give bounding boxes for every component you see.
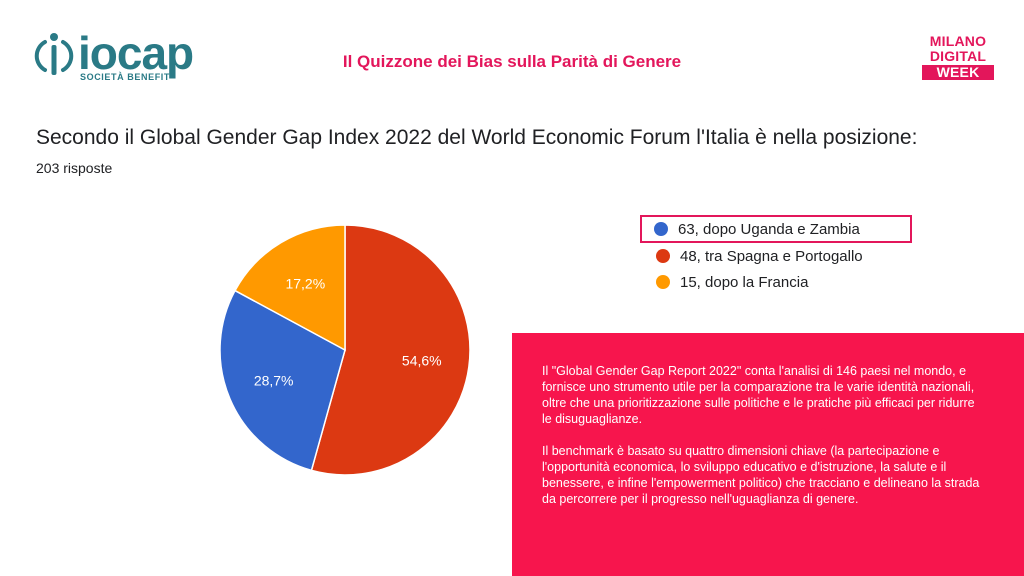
iocap-logo: iocap SOCIETÀ BENEFIT bbox=[32, 27, 194, 88]
legend-item-1: 48, tra Spagna e Portogallo bbox=[642, 243, 942, 269]
legend-dot-icon bbox=[654, 222, 668, 236]
question-title: Secondo il Global Gender Gap Index 2022 … bbox=[36, 126, 918, 149]
logo-line-week: WEEK bbox=[922, 65, 994, 80]
info-box: Il "Global Gender Gap Report 2022" conta… bbox=[512, 333, 1024, 576]
legend-dot-icon bbox=[656, 275, 670, 289]
legend-label-1: 48, tra Spagna e Portogallo bbox=[680, 247, 863, 265]
info-paragraph-1: Il "Global Gender Gap Report 2022" conta… bbox=[542, 364, 975, 426]
pie-label-2: 17,2% bbox=[285, 275, 325, 291]
chart-legend: 63, dopo Uganda e Zambia 48, tra Spagna e… bbox=[640, 215, 942, 295]
logo-line-milano: MILANO bbox=[929, 33, 987, 49]
pie-slice-2 bbox=[234, 224, 346, 352]
iocap-logo-subtitle: SOCIETÀ BENEFIT bbox=[80, 72, 171, 82]
response-count: 203 risposte bbox=[36, 160, 113, 176]
legend-label-2: 15, dopo la Francia bbox=[680, 273, 809, 291]
info-paragraph-2: Il benchmark è basato su quattro dimensi… bbox=[542, 444, 980, 506]
legend-label-0: 63, dopo Uganda e Zambia bbox=[678, 220, 860, 238]
legend-item-0: 63, dopo Uganda e Zambia bbox=[640, 215, 912, 243]
iocap-logo-mark-icon bbox=[34, 33, 74, 75]
pie-chart: 54,6% 28,7% 17,2% bbox=[219, 224, 471, 476]
iocap-logo-text: iocap bbox=[78, 27, 194, 79]
pie-label-1: 54,6% bbox=[402, 353, 442, 369]
milano-digital-week-logo: MILANO DIGITAL WEEK bbox=[916, 34, 1000, 84]
pie-slice-1 bbox=[310, 224, 471, 476]
logo-line-digital: DIGITAL bbox=[929, 48, 987, 64]
legend-dot-icon bbox=[656, 249, 670, 263]
quiz-title: Il Quizzone dei Bias sulla Parità di Gen… bbox=[342, 52, 682, 71]
pie-label-0: 28,7% bbox=[254, 372, 294, 388]
pie-slice-0 bbox=[219, 289, 346, 472]
legend-item-2: 15, dopo la Francia bbox=[642, 269, 942, 295]
